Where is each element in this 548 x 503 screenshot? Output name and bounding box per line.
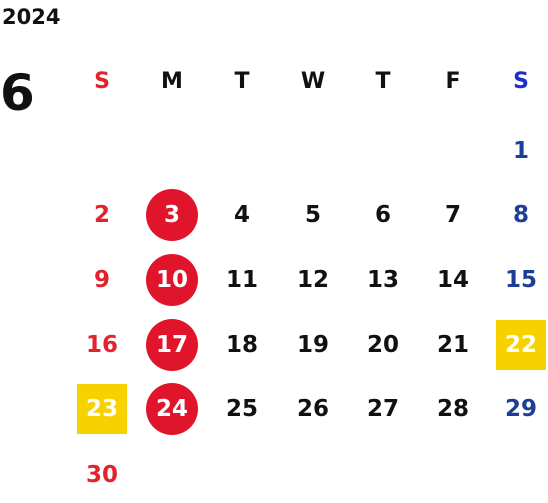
highlighted-day-circle[interactable]: 10 bbox=[146, 254, 198, 306]
calendar-day-21[interactable]: 21 bbox=[436, 332, 469, 358]
calendar-day-18[interactable]: 18 bbox=[225, 332, 258, 358]
highlighted-day-circle[interactable]: 17 bbox=[146, 319, 198, 371]
weekday-header-tue: T bbox=[234, 68, 250, 94]
weekday-header-wed: W bbox=[300, 68, 326, 94]
weekday-header-thu: T bbox=[375, 68, 391, 94]
day-number: 23 bbox=[85, 396, 118, 422]
highlighted-day-square[interactable]: 22 bbox=[496, 320, 546, 370]
calendar-day-26[interactable]: 26 bbox=[296, 396, 329, 422]
calendar-day-6[interactable]: 6 bbox=[374, 202, 391, 228]
weekday-header-sat: S bbox=[513, 68, 529, 94]
day-number: 10 bbox=[155, 267, 188, 293]
day-number: 24 bbox=[155, 396, 188, 422]
month-number: 6 bbox=[0, 64, 35, 122]
calendar-day-14[interactable]: 14 bbox=[436, 267, 469, 293]
calendar-day-16[interactable]: 16 bbox=[85, 332, 118, 358]
calendar-day-20[interactable]: 20 bbox=[366, 332, 399, 358]
calendar-day-27[interactable]: 27 bbox=[366, 396, 399, 422]
weekday-header-fri: F bbox=[445, 68, 461, 94]
calendar-day-5[interactable]: 5 bbox=[304, 202, 321, 228]
weekday-header-sun: S bbox=[94, 68, 110, 94]
highlighted-day-circle[interactable]: 3 bbox=[146, 189, 198, 241]
year-label: 2024 bbox=[2, 5, 61, 29]
day-number: 22 bbox=[504, 332, 537, 358]
calendar-day-30[interactable]: 30 bbox=[85, 462, 118, 488]
calendar-day-8[interactable]: 8 bbox=[512, 202, 529, 228]
calendar-day-28[interactable]: 28 bbox=[436, 396, 469, 422]
calendar-day-4[interactable]: 4 bbox=[233, 202, 250, 228]
highlighted-day-circle[interactable]: 24 bbox=[146, 383, 198, 435]
calendar-day-25[interactable]: 25 bbox=[225, 396, 258, 422]
day-number: 17 bbox=[155, 332, 188, 358]
calendar-day-2[interactable]: 2 bbox=[93, 202, 110, 228]
day-number: 3 bbox=[163, 202, 180, 228]
calendar-day-9[interactable]: 9 bbox=[93, 267, 110, 293]
highlighted-day-square[interactable]: 23 bbox=[77, 384, 127, 434]
weekday-header-mon: M bbox=[161, 68, 183, 94]
calendar-day-19[interactable]: 19 bbox=[296, 332, 329, 358]
calendar-day-1[interactable]: 1 bbox=[512, 138, 529, 164]
calendar-day-13[interactable]: 13 bbox=[366, 267, 399, 293]
calendar-day-7[interactable]: 7 bbox=[444, 202, 461, 228]
calendar-day-29[interactable]: 29 bbox=[504, 396, 537, 422]
calendar-day-12[interactable]: 12 bbox=[296, 267, 329, 293]
calendar-day-11[interactable]: 11 bbox=[225, 267, 258, 293]
calendar-day-15[interactable]: 15 bbox=[504, 267, 537, 293]
